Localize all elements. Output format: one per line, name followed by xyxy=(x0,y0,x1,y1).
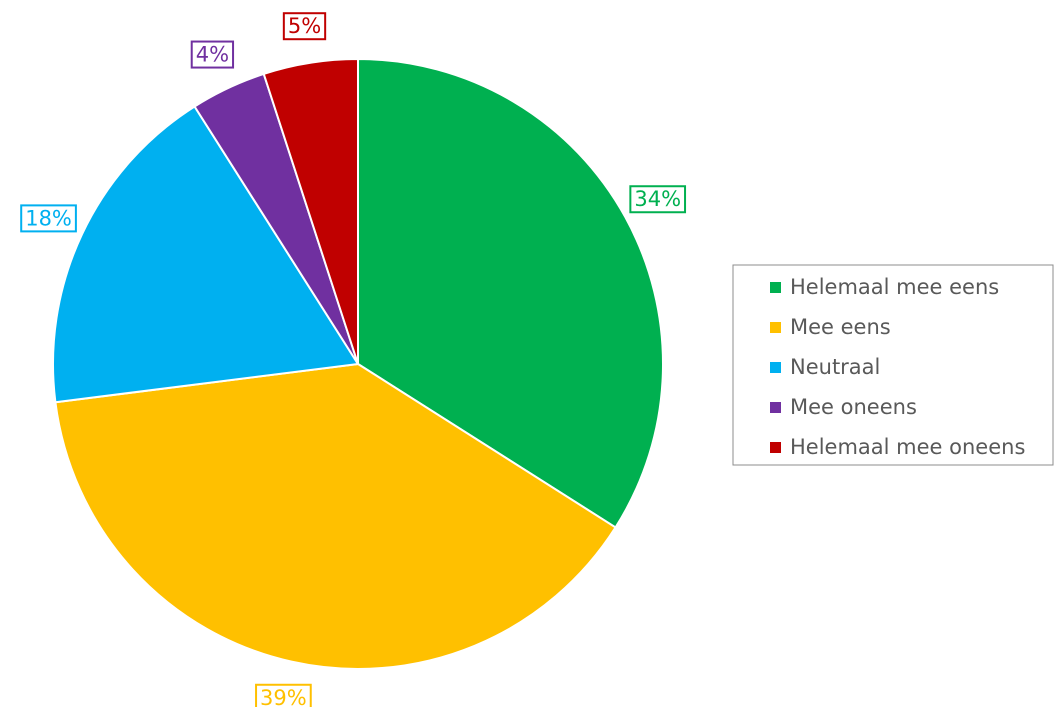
data-label: 34% xyxy=(629,185,687,214)
data-label: 18% xyxy=(20,204,77,233)
pie-slice xyxy=(357,57,664,529)
legend: Helemaal mee eens Mee eens Neutraal Mee one… xyxy=(732,264,1054,466)
data-label-box xyxy=(629,185,687,214)
legend-label: Mee oneens xyxy=(790,395,917,419)
legend-swatch xyxy=(770,282,781,293)
legend-swatch xyxy=(770,362,781,373)
pie-slice xyxy=(52,105,360,404)
data-label-box xyxy=(190,40,235,69)
legend-swatch xyxy=(770,402,781,413)
data-label-box xyxy=(20,204,77,233)
data-label-text: 34% xyxy=(634,187,681,211)
legend-box xyxy=(732,264,1054,466)
data-label-text: 39% xyxy=(260,686,307,707)
legend-swatch xyxy=(770,442,781,453)
pie-slice xyxy=(262,57,359,365)
data-label-box xyxy=(282,12,327,41)
pie-slice xyxy=(54,362,617,670)
data-label-text: 5% xyxy=(288,14,321,38)
data-label-text: 18% xyxy=(25,206,72,230)
legend-label: Helemaal mee eens xyxy=(790,275,999,299)
data-label: 5% xyxy=(282,12,327,41)
legend-swatch xyxy=(770,322,781,333)
data-label-text: 4% xyxy=(196,43,229,67)
legend-label: Neutraal xyxy=(790,355,880,379)
data-label: 39% xyxy=(255,683,312,707)
legend-label: Helemaal mee oneens xyxy=(790,435,1025,459)
legend-label: Mee eens xyxy=(790,315,891,339)
data-label: 4% xyxy=(190,40,235,69)
data-label-box xyxy=(255,683,312,707)
